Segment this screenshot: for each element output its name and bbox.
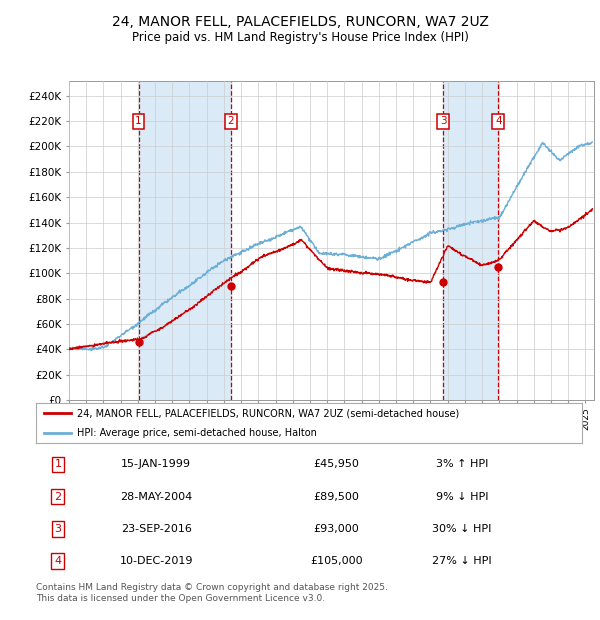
Text: 4: 4: [495, 116, 502, 126]
Text: 4: 4: [54, 556, 61, 566]
Text: 23-SEP-2016: 23-SEP-2016: [121, 524, 191, 534]
Text: HPI: Average price, semi-detached house, Halton: HPI: Average price, semi-detached house,…: [77, 428, 317, 438]
Text: 3: 3: [55, 524, 61, 534]
Text: 24, MANOR FELL, PALACEFIELDS, RUNCORN, WA7 2UZ (semi-detached house): 24, MANOR FELL, PALACEFIELDS, RUNCORN, W…: [77, 408, 459, 418]
Text: 2: 2: [227, 116, 234, 126]
Bar: [139, 81, 231, 400]
Text: 30% ↓ HPI: 30% ↓ HPI: [432, 524, 491, 534]
Text: 27% ↓ HPI: 27% ↓ HPI: [432, 556, 491, 566]
Text: 9% ↓ HPI: 9% ↓ HPI: [436, 492, 488, 502]
Text: 1: 1: [135, 116, 142, 126]
Text: 15-JAN-1999: 15-JAN-1999: [121, 459, 191, 469]
Text: 28-MAY-2004: 28-MAY-2004: [120, 492, 192, 502]
Text: £89,500: £89,500: [313, 492, 359, 502]
Text: Contains HM Land Registry data © Crown copyright and database right 2025.
This d: Contains HM Land Registry data © Crown c…: [36, 583, 388, 603]
Text: 3: 3: [440, 116, 446, 126]
Text: £93,000: £93,000: [313, 524, 359, 534]
Text: Price paid vs. HM Land Registry's House Price Index (HPI): Price paid vs. HM Land Registry's House …: [131, 31, 469, 43]
Text: £105,000: £105,000: [310, 556, 362, 566]
Text: £45,950: £45,950: [313, 459, 359, 469]
Text: 1: 1: [55, 459, 61, 469]
Text: 2: 2: [54, 492, 61, 502]
Text: 10-DEC-2019: 10-DEC-2019: [119, 556, 193, 566]
Text: 24, MANOR FELL, PALACEFIELDS, RUNCORN, WA7 2UZ: 24, MANOR FELL, PALACEFIELDS, RUNCORN, W…: [112, 15, 488, 29]
Bar: [443, 81, 498, 400]
Text: 3% ↑ HPI: 3% ↑ HPI: [436, 459, 488, 469]
